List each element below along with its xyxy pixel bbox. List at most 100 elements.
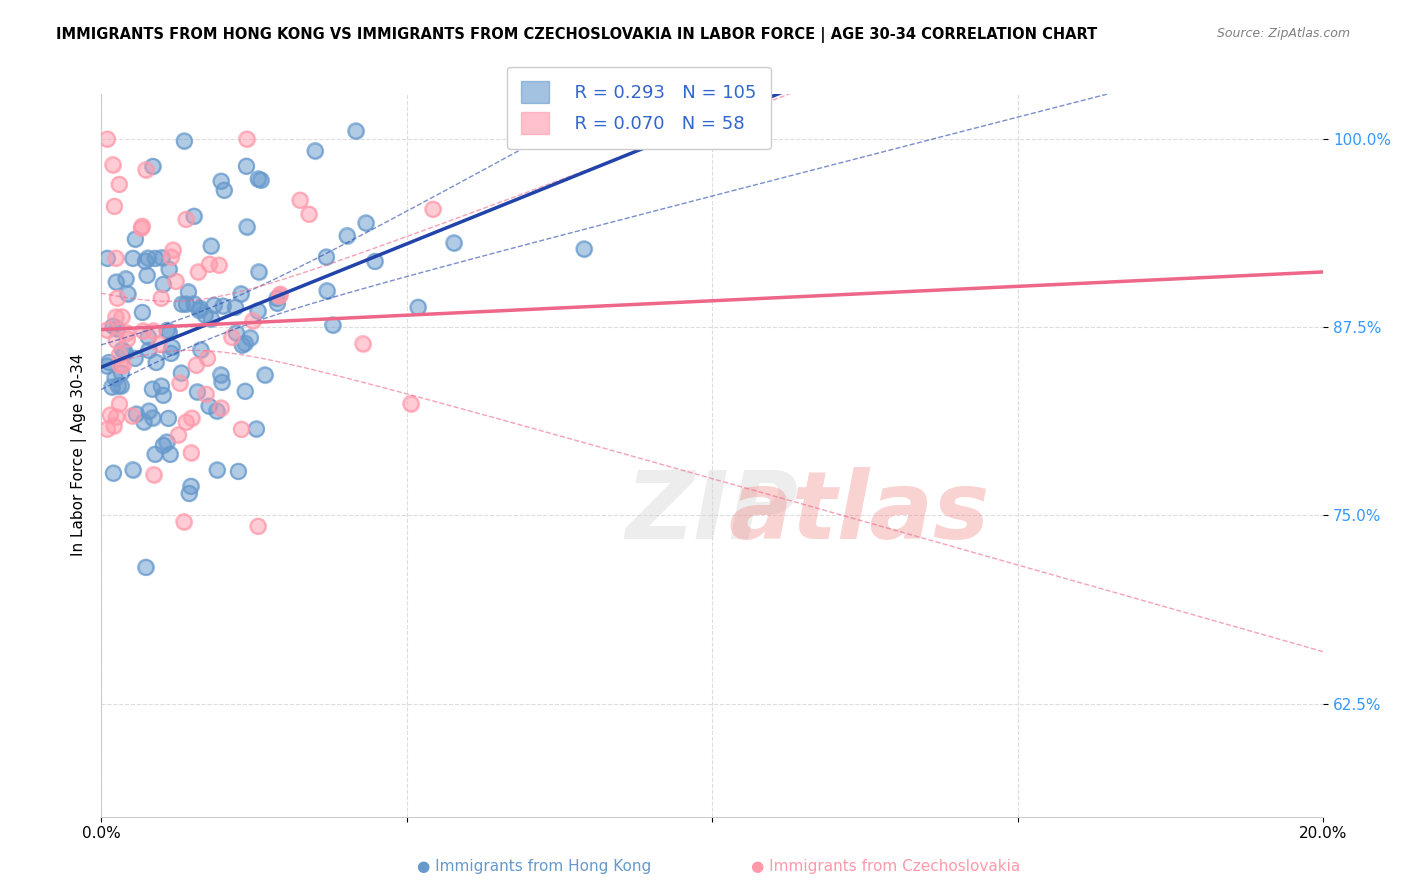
Point <box>170 366 193 380</box>
Point <box>135 560 157 574</box>
Point <box>131 219 153 234</box>
Point <box>253 368 276 382</box>
Point <box>157 262 180 277</box>
Point <box>108 397 131 411</box>
Point <box>235 132 257 146</box>
Point <box>180 479 202 493</box>
Point <box>159 346 181 360</box>
Point <box>352 336 374 351</box>
Point <box>198 399 221 413</box>
Point <box>101 319 124 334</box>
Point <box>104 251 127 265</box>
Point <box>107 378 129 392</box>
Point <box>208 258 231 272</box>
Point <box>96 132 118 146</box>
Point <box>183 296 205 310</box>
Point <box>110 310 132 324</box>
Point <box>235 159 257 173</box>
Point <box>105 409 128 424</box>
Point <box>406 300 429 314</box>
Point <box>108 348 131 362</box>
Point <box>135 560 157 574</box>
Point <box>190 343 212 357</box>
Point <box>141 160 163 174</box>
Point <box>142 467 165 482</box>
Point <box>124 351 146 366</box>
Point <box>607 102 630 116</box>
Point <box>103 466 125 480</box>
Point <box>142 324 165 338</box>
Point <box>121 463 143 477</box>
Point <box>104 370 127 384</box>
Point <box>131 219 153 234</box>
Point <box>354 216 377 230</box>
Point <box>134 254 156 268</box>
Point <box>121 463 143 477</box>
Point <box>152 277 174 292</box>
Point <box>197 351 219 366</box>
Text: Source: ZipAtlas.com: Source: ZipAtlas.com <box>1216 27 1350 40</box>
Point <box>114 345 136 359</box>
Point <box>249 173 271 187</box>
Point <box>298 207 321 221</box>
Point <box>150 379 173 393</box>
Point <box>247 265 270 279</box>
Point <box>105 321 128 335</box>
Point <box>197 351 219 366</box>
Point <box>288 193 311 207</box>
Point <box>159 447 181 461</box>
Point <box>96 323 118 337</box>
Point <box>212 183 235 197</box>
Point <box>117 332 139 346</box>
Point <box>344 124 367 138</box>
Point <box>135 162 157 177</box>
Point <box>266 292 288 306</box>
Point <box>103 418 125 433</box>
Point <box>209 368 232 382</box>
Point <box>186 358 208 372</box>
Point <box>572 242 595 256</box>
Point <box>747 102 769 116</box>
Y-axis label: In Labor Force | Age 30-34: In Labor Force | Age 30-34 <box>72 354 87 557</box>
Point <box>108 178 131 192</box>
Point <box>266 292 288 306</box>
Point <box>174 297 197 311</box>
Point <box>233 384 256 399</box>
Point <box>242 313 264 327</box>
Point <box>229 286 252 301</box>
Point <box>304 144 326 158</box>
Point <box>152 438 174 452</box>
Point <box>205 404 228 418</box>
Point <box>422 202 444 217</box>
Point <box>209 401 232 415</box>
Point <box>157 411 180 425</box>
Point <box>124 351 146 366</box>
Point <box>115 326 138 340</box>
Point <box>188 301 211 316</box>
Point <box>194 308 217 322</box>
Point <box>135 268 157 283</box>
Point <box>177 486 200 500</box>
Point <box>108 359 131 373</box>
Point <box>209 174 232 188</box>
Point <box>167 427 190 442</box>
Point <box>177 486 200 500</box>
Point <box>221 330 243 344</box>
Point <box>269 287 291 301</box>
Text: IMMIGRANTS FROM HONG KONG VS IMMIGRANTS FROM CZECHOSLOVAKIA IN LABOR FORCE | AGE: IMMIGRANTS FROM HONG KONG VS IMMIGRANTS … <box>56 27 1098 43</box>
Point <box>180 411 202 425</box>
Point <box>170 297 193 311</box>
Point <box>336 228 359 243</box>
Point <box>157 411 180 425</box>
Point <box>110 366 132 380</box>
Point <box>399 396 422 410</box>
Point <box>124 232 146 246</box>
Point <box>183 296 205 310</box>
Point <box>105 334 128 348</box>
Point <box>228 465 250 479</box>
Point <box>143 447 166 461</box>
Point <box>233 336 256 351</box>
Point <box>96 132 118 146</box>
Point <box>131 305 153 319</box>
Point <box>180 445 202 459</box>
